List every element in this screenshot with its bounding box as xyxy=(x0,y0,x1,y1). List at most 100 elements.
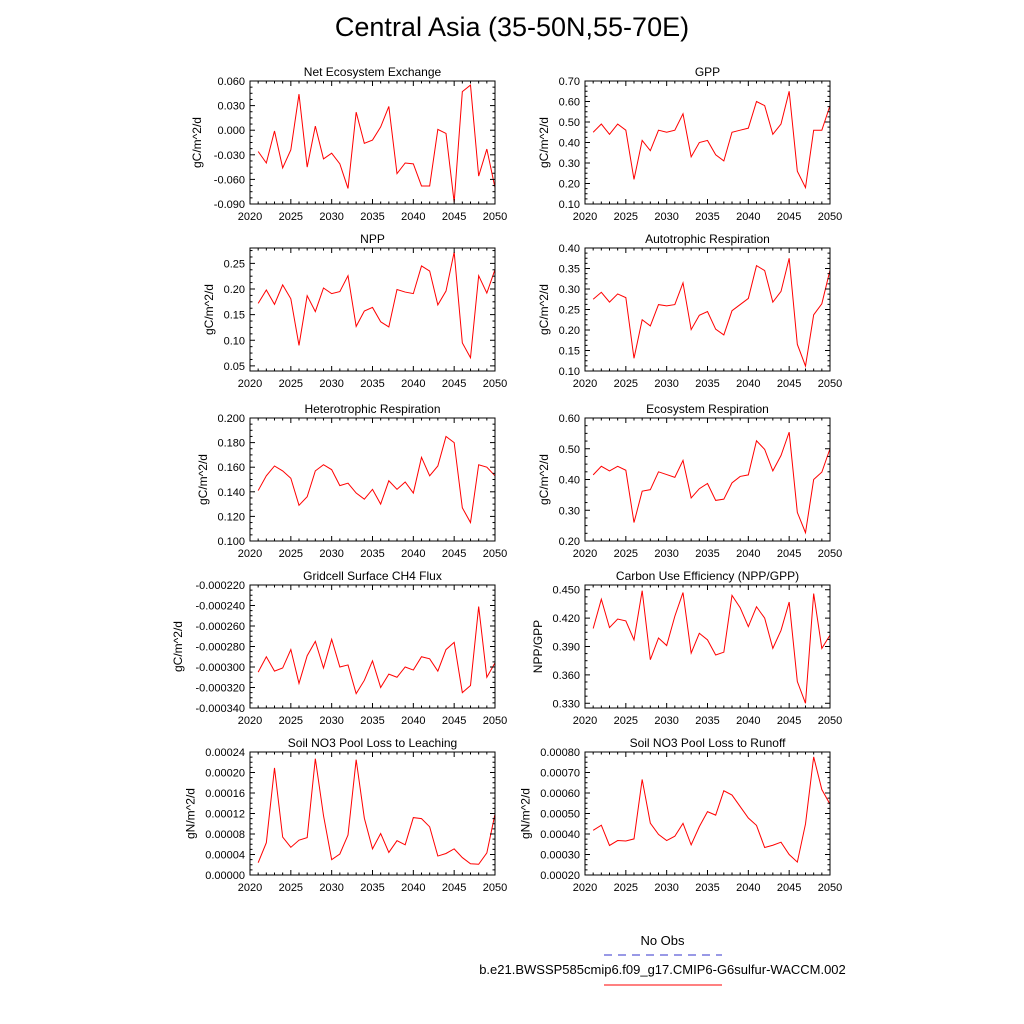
x-tick-label: 2030 xyxy=(654,882,678,894)
y-tick-label: 0.330 xyxy=(552,698,580,710)
x-tick-label: 2045 xyxy=(442,882,466,894)
panel-9: 2020 2025 2030 2035 2040 2045 2050 0.00000 0.000… xyxy=(184,736,508,894)
plot-frame xyxy=(584,80,831,205)
y-tick-label: 0.00000 xyxy=(205,870,245,882)
y-tick-label: -0.060 xyxy=(214,174,245,186)
series-line xyxy=(257,758,496,865)
y-tick-label: 0.20 xyxy=(224,284,245,296)
x-tick-label: 2050 xyxy=(483,548,507,560)
y-axis-label: gC/m^2/d xyxy=(537,454,551,505)
x-tick-label: 2030 xyxy=(654,211,678,223)
y-tick-label: 0.420 xyxy=(552,613,580,625)
x-tick-label: 2030 xyxy=(319,548,343,560)
y-tick-label: 0.50 xyxy=(559,444,580,456)
x-tick-label: 2035 xyxy=(695,882,719,894)
panel-6: 2020 2025 2030 2035 2040 2045 2050 0.20 0.30 0.40… xyxy=(537,402,842,560)
y-tick-label: -0.000340 xyxy=(195,703,245,715)
y-tick-label: 0.40 xyxy=(559,243,580,255)
y-tick-label: 0.120 xyxy=(217,511,245,523)
x-tick-label: 2050 xyxy=(483,882,507,894)
x-tick-label: 2045 xyxy=(777,378,801,390)
y-tick-label: 0.00020 xyxy=(540,870,580,882)
y-tick-label: 0.00040 xyxy=(540,829,580,841)
y-tick-label: -0.030 xyxy=(214,150,245,162)
x-tick-label: 2045 xyxy=(442,715,466,727)
main-title: Central Asia (35-50N,55-70E) xyxy=(334,12,690,42)
x-tick-label: 2045 xyxy=(777,715,801,727)
plot-frame xyxy=(249,751,496,876)
legend-obs-label: No Obs xyxy=(640,933,685,948)
series-line xyxy=(592,590,831,704)
x-tick-label: 2040 xyxy=(401,211,425,223)
x-tick-label: 2025 xyxy=(614,378,638,390)
legend-model-label: b.e21.BWSSP585cmip6.f09_g17.CMIP6-G6sulf… xyxy=(479,962,846,977)
y-tick-label: 0.30 xyxy=(559,505,580,517)
y-tick-label: 0.360 xyxy=(552,670,580,682)
y-tick-label: 0.40 xyxy=(559,138,580,150)
panel-10: 2020 2025 2030 2035 2040 2045 2050 0.00020 0.000… xyxy=(519,736,843,894)
y-tick-label: 0.00012 xyxy=(205,809,245,821)
y-tick-label: 0.160 xyxy=(217,462,245,474)
x-tick-label: 2045 xyxy=(777,548,801,560)
panel-8: 2020 2025 2030 2035 2040 2045 2050 0.330 0.360 0.… xyxy=(531,569,842,727)
x-tick-label: 2030 xyxy=(654,378,678,390)
x-tick-label: 2040 xyxy=(736,548,760,560)
y-tick-label: 0.00070 xyxy=(540,768,580,780)
panel-2: 2020 2025 2030 2035 2040 2045 2050 0.10 0.20 0.30… xyxy=(537,65,842,223)
y-tick-label: 0.00004 xyxy=(205,850,245,862)
y-tick-label: 0.05 xyxy=(224,361,245,373)
y-tick-label: 0.00060 xyxy=(540,788,580,800)
series-line xyxy=(592,91,831,190)
series-line xyxy=(257,251,496,360)
x-tick-label: 2030 xyxy=(319,715,343,727)
x-tick-label: 2030 xyxy=(319,378,343,390)
panel-title: Heterotrophic Respiration xyxy=(304,402,440,416)
y-tick-label: -0.090 xyxy=(214,199,245,211)
y-tick-label: 0.00080 xyxy=(540,747,580,759)
panel-3: 2020 2025 2030 2035 2040 2045 2050 0.05 0.10 0.15… xyxy=(202,232,507,390)
x-tick-label: 2025 xyxy=(614,211,638,223)
y-tick-label: 0.030 xyxy=(217,101,245,113)
x-tick-label: 2040 xyxy=(401,882,425,894)
x-tick-label: 2025 xyxy=(614,882,638,894)
x-tick-label: 2040 xyxy=(401,715,425,727)
y-tick-label: 0.450 xyxy=(552,585,580,597)
panel-title: Autotrophic Respiration xyxy=(645,232,770,246)
y-axis-label: gN/m^2/d xyxy=(519,788,533,839)
y-axis-label: gC/m^2/d xyxy=(202,284,216,335)
y-tick-label: 0.20 xyxy=(559,179,580,191)
panel-1: 2020 2025 2030 2035 2040 2045 2050 -0.090 -0.060… xyxy=(190,65,507,223)
x-tick-label: 2020 xyxy=(238,378,262,390)
x-tick-label: 2020 xyxy=(238,211,262,223)
series-line xyxy=(257,84,496,203)
plot-frame xyxy=(584,417,831,542)
x-tick-label: 2030 xyxy=(654,548,678,560)
y-tick-label: 0.50 xyxy=(559,117,580,129)
y-tick-label: 0.30 xyxy=(559,158,580,170)
panel-title: Soil NO3 Pool Loss to Leaching xyxy=(288,736,457,750)
panel-title: Net Ecosystem Exchange xyxy=(304,65,442,79)
x-tick-label: 2035 xyxy=(360,882,384,894)
panel-title: Soil NO3 Pool Loss to Runoff xyxy=(630,736,787,750)
y-axis-label: gC/m^2/d xyxy=(196,454,210,505)
y-tick-label: 0.00024 xyxy=(205,747,245,759)
plot-frame xyxy=(584,751,831,876)
x-tick-label: 2030 xyxy=(319,211,343,223)
x-tick-label: 2040 xyxy=(736,715,760,727)
y-tick-label: 0.00008 xyxy=(205,829,245,841)
y-tick-label: -0.000280 xyxy=(195,642,245,654)
x-tick-label: 2020 xyxy=(238,715,262,727)
x-tick-label: 2025 xyxy=(279,715,303,727)
x-tick-label: 2045 xyxy=(442,211,466,223)
y-tick-label: 0.100 xyxy=(217,536,245,548)
y-axis-label: gC/m^2/d xyxy=(190,117,204,168)
x-tick-label: 2020 xyxy=(238,882,262,894)
x-tick-label: 2020 xyxy=(573,378,597,390)
y-tick-label: 0.060 xyxy=(217,76,245,88)
y-tick-label: 0.60 xyxy=(559,97,580,109)
x-tick-label: 2040 xyxy=(736,378,760,390)
series-line xyxy=(592,756,831,864)
y-tick-label: 0.180 xyxy=(217,438,245,450)
y-tick-label: 0.25 xyxy=(224,258,245,270)
y-tick-label: 0.30 xyxy=(559,284,580,296)
